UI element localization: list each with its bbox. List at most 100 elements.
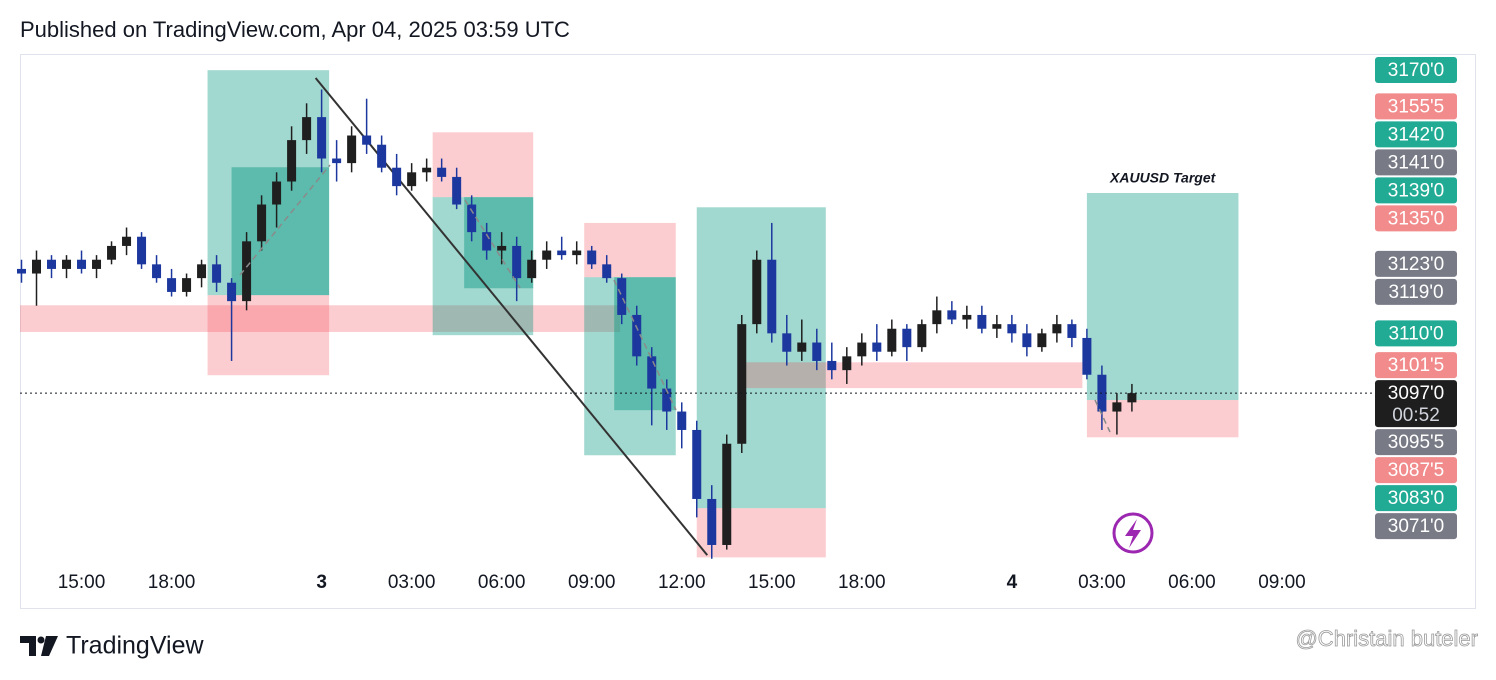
price-badge — [1375, 121, 1457, 148]
candle-body — [272, 181, 282, 205]
candle-body — [887, 328, 897, 352]
candle-body — [452, 176, 462, 205]
position-zone — [1086, 193, 1239, 401]
candle-body — [347, 135, 357, 164]
candle-body — [362, 135, 372, 145]
price-badge-label: 3142'0 — [1388, 124, 1444, 145]
price-badge-label: 3119'0 — [1388, 282, 1443, 303]
position-zone — [584, 277, 676, 456]
candle-body — [467, 204, 477, 233]
candle-body — [707, 498, 717, 545]
candle-body — [152, 264, 162, 279]
candle-body — [182, 278, 192, 292]
candle-body — [962, 314, 972, 320]
x-tick-label: 3 — [316, 572, 327, 593]
candle-body — [227, 282, 237, 302]
x-tick-label: 06:00 — [478, 572, 526, 593]
candle-body — [1112, 402, 1122, 412]
candle-body — [1007, 324, 1017, 334]
x-tick-label: 03:00 — [388, 572, 436, 593]
candle-body — [62, 259, 72, 269]
candle-body — [947, 310, 957, 320]
candle-body — [377, 144, 387, 168]
price-badge-label: 3155'5 — [1388, 96, 1444, 117]
price-badge — [1375, 352, 1457, 379]
last-price-label: 3097'0 — [1388, 383, 1444, 404]
x-tick-label: 12:00 — [658, 572, 706, 593]
candle-body — [167, 278, 177, 292]
candle-body — [1127, 393, 1137, 403]
candle-body — [257, 204, 267, 242]
price-badge — [1375, 429, 1457, 456]
candle-body — [557, 250, 567, 256]
watermark: @Christain buteler — [1295, 626, 1478, 651]
price-badge-label: 3087'5 — [1388, 460, 1444, 481]
candles — [16, 89, 1137, 559]
position-zone — [207, 295, 330, 376]
price-badge-label: 3083'0 — [1388, 488, 1444, 509]
position-zone — [1086, 400, 1239, 438]
last-price-badge — [1375, 380, 1457, 428]
chart-frame — [20, 54, 1476, 609]
price-badge — [1375, 149, 1457, 176]
position-zone — [207, 70, 330, 296]
candle-body — [107, 245, 117, 260]
price-badge-label: 3101'5 — [1388, 355, 1444, 376]
candle-body — [392, 167, 402, 187]
zone-label: XAUUSD Target — [1109, 170, 1217, 186]
candle-body — [1082, 337, 1092, 375]
price-badge — [1375, 250, 1457, 277]
price-badge — [1375, 177, 1457, 204]
x-tick-label: 09:00 — [1258, 572, 1306, 593]
icon-bolt[interactable] — [1125, 519, 1141, 548]
candle-body — [422, 167, 432, 173]
x-tick-label: 4 — [1007, 572, 1018, 593]
price-badge — [1375, 513, 1457, 540]
candle-body — [47, 259, 57, 269]
candle-body — [302, 117, 312, 141]
candle-body — [587, 250, 597, 265]
x-tick-label: 03:00 — [1078, 572, 1126, 593]
candle-body — [932, 310, 942, 325]
axes: 15:00 18:00 3 03:00 06:00 09:00 12:00 15:00 18:0… — [20, 57, 1457, 593]
candle-body — [287, 140, 297, 182]
price-badge — [1375, 57, 1457, 83]
candle-body — [602, 264, 612, 279]
published-header: Published on TradingView.com, Apr 04, 20… — [20, 17, 570, 42]
price-badge — [1375, 485, 1457, 512]
candle-body — [857, 342, 867, 357]
candle-body — [407, 172, 417, 187]
price-badge-label: 3071'0 — [1388, 516, 1444, 537]
lightning-icon[interactable] — [1112, 512, 1154, 554]
candle-body — [722, 443, 732, 545]
candle-body — [977, 314, 987, 329]
x-tick-label: 15:00 — [58, 572, 106, 593]
candle-body — [872, 342, 882, 352]
logo-mark — [37, 636, 45, 644]
candle-body — [212, 264, 222, 283]
position-zone — [744, 362, 1083, 389]
x-tick-label: 09:00 — [568, 572, 616, 593]
candle-body — [77, 259, 87, 269]
countdown: 00:52 — [1392, 405, 1440, 426]
candle-body — [332, 158, 342, 164]
candle-body — [572, 250, 582, 256]
price-badge — [1375, 205, 1457, 232]
candle-body — [767, 259, 777, 334]
candle-body — [662, 388, 672, 412]
candle-body — [902, 328, 912, 348]
price-badge-label: 3110'0 — [1388, 323, 1443, 344]
candle-body — [437, 167, 447, 177]
x-tick-label: 18:00 — [838, 572, 886, 593]
position-zone — [696, 508, 826, 558]
candle-body — [242, 241, 252, 302]
candle-body — [32, 259, 42, 274]
logo-mark — [41, 636, 58, 656]
candle-body — [542, 250, 552, 260]
candle-body — [1037, 333, 1047, 348]
position-zone — [432, 132, 534, 198]
price-badge — [1375, 457, 1457, 484]
price-badge-label: 3139'0 — [1388, 180, 1444, 201]
candle-body — [992, 324, 1002, 329]
